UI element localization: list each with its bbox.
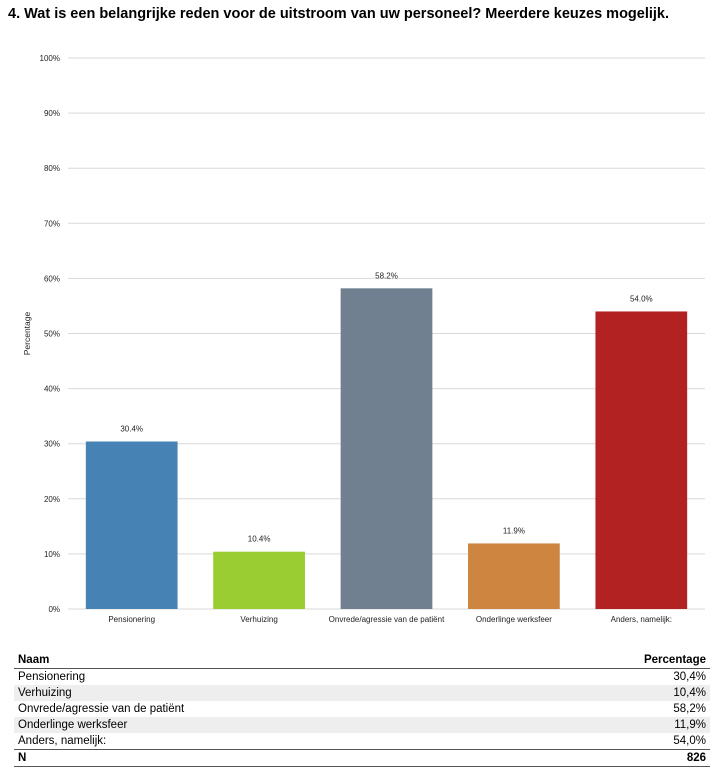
table-total-row: N 826	[14, 749, 710, 767]
x-tick-label: Onderlinge werksfeer	[476, 615, 552, 624]
y-tick-label: 30%	[44, 440, 60, 449]
x-tick-label: Verhuizing	[240, 615, 277, 624]
data-label: 11.9%	[503, 526, 525, 535]
y-tick-label: 0%	[48, 605, 60, 614]
row-value: 10,4%	[510, 685, 710, 701]
total-value: 826	[510, 749, 710, 767]
row-value: 54,0%	[673, 735, 706, 747]
y-tick-label: 90%	[44, 109, 60, 118]
y-tick-label: 40%	[44, 385, 60, 394]
table-row: Verhuizing 10,4%	[14, 685, 710, 701]
row-name: Verhuizing	[14, 685, 511, 701]
y-tick-label: 10%	[44, 550, 60, 559]
chart-title: 4. Wat is een belangrijke reden voor de …	[8, 6, 670, 22]
y-tick-label: 70%	[44, 219, 60, 228]
x-tick-label: Anders, namelijk:	[611, 615, 672, 624]
table-header-row: Naam Percentage	[14, 652, 710, 669]
data-label: 30.4%	[120, 424, 143, 433]
row-value: 58,2%	[673, 703, 706, 715]
row-value: 11,9%	[510, 717, 710, 733]
y-tick-label: 80%	[44, 164, 60, 173]
y-axis-label: Percentage	[22, 311, 32, 355]
table-row: Pensionering 30,4%	[14, 669, 710, 686]
header-percentage: Percentage	[510, 652, 710, 669]
bar	[595, 311, 688, 609]
y-tick-label: 60%	[44, 274, 60, 283]
header-name: Naam	[14, 652, 511, 669]
x-tick-label: Onvrede/agressie van de patiënt	[329, 615, 445, 624]
y-tick-label: 100%	[40, 54, 60, 63]
bar	[213, 551, 305, 609]
table-row: Anders, namelijk: 54,0%	[14, 733, 710, 750]
row-name: Onderlinge werksfeer	[14, 717, 511, 733]
total-label: N	[14, 749, 511, 767]
data-label: 58.2%	[375, 271, 398, 280]
bar	[85, 441, 178, 609]
data-label: 54.0%	[630, 294, 653, 303]
bar	[468, 543, 560, 609]
y-tick-label: 20%	[44, 495, 60, 504]
bar-chart: 0% 10% 20% 30% 40% 50% 60% 70% 80% 90% 100% Percent…	[22, 54, 705, 624]
bar	[340, 288, 433, 609]
y-tick-label: 50%	[44, 330, 60, 339]
x-tick-label: Pensionering	[108, 615, 155, 624]
results-table: Naam Percentage Pensionering 30,4% Verhu…	[14, 652, 710, 767]
row-name: Pensionering	[18, 671, 86, 683]
table-row: Onvrede/agressie van de patiënt 58,2%	[14, 701, 710, 717]
table-row: Onderlinge werksfeer 11,9%	[14, 717, 710, 733]
row-name: Onvrede/agressie van de patiënt	[18, 703, 185, 715]
row-name: Anders, namelijk:	[18, 735, 107, 747]
data-label: 10.4%	[248, 535, 271, 544]
row-value: 30,4%	[673, 671, 706, 683]
